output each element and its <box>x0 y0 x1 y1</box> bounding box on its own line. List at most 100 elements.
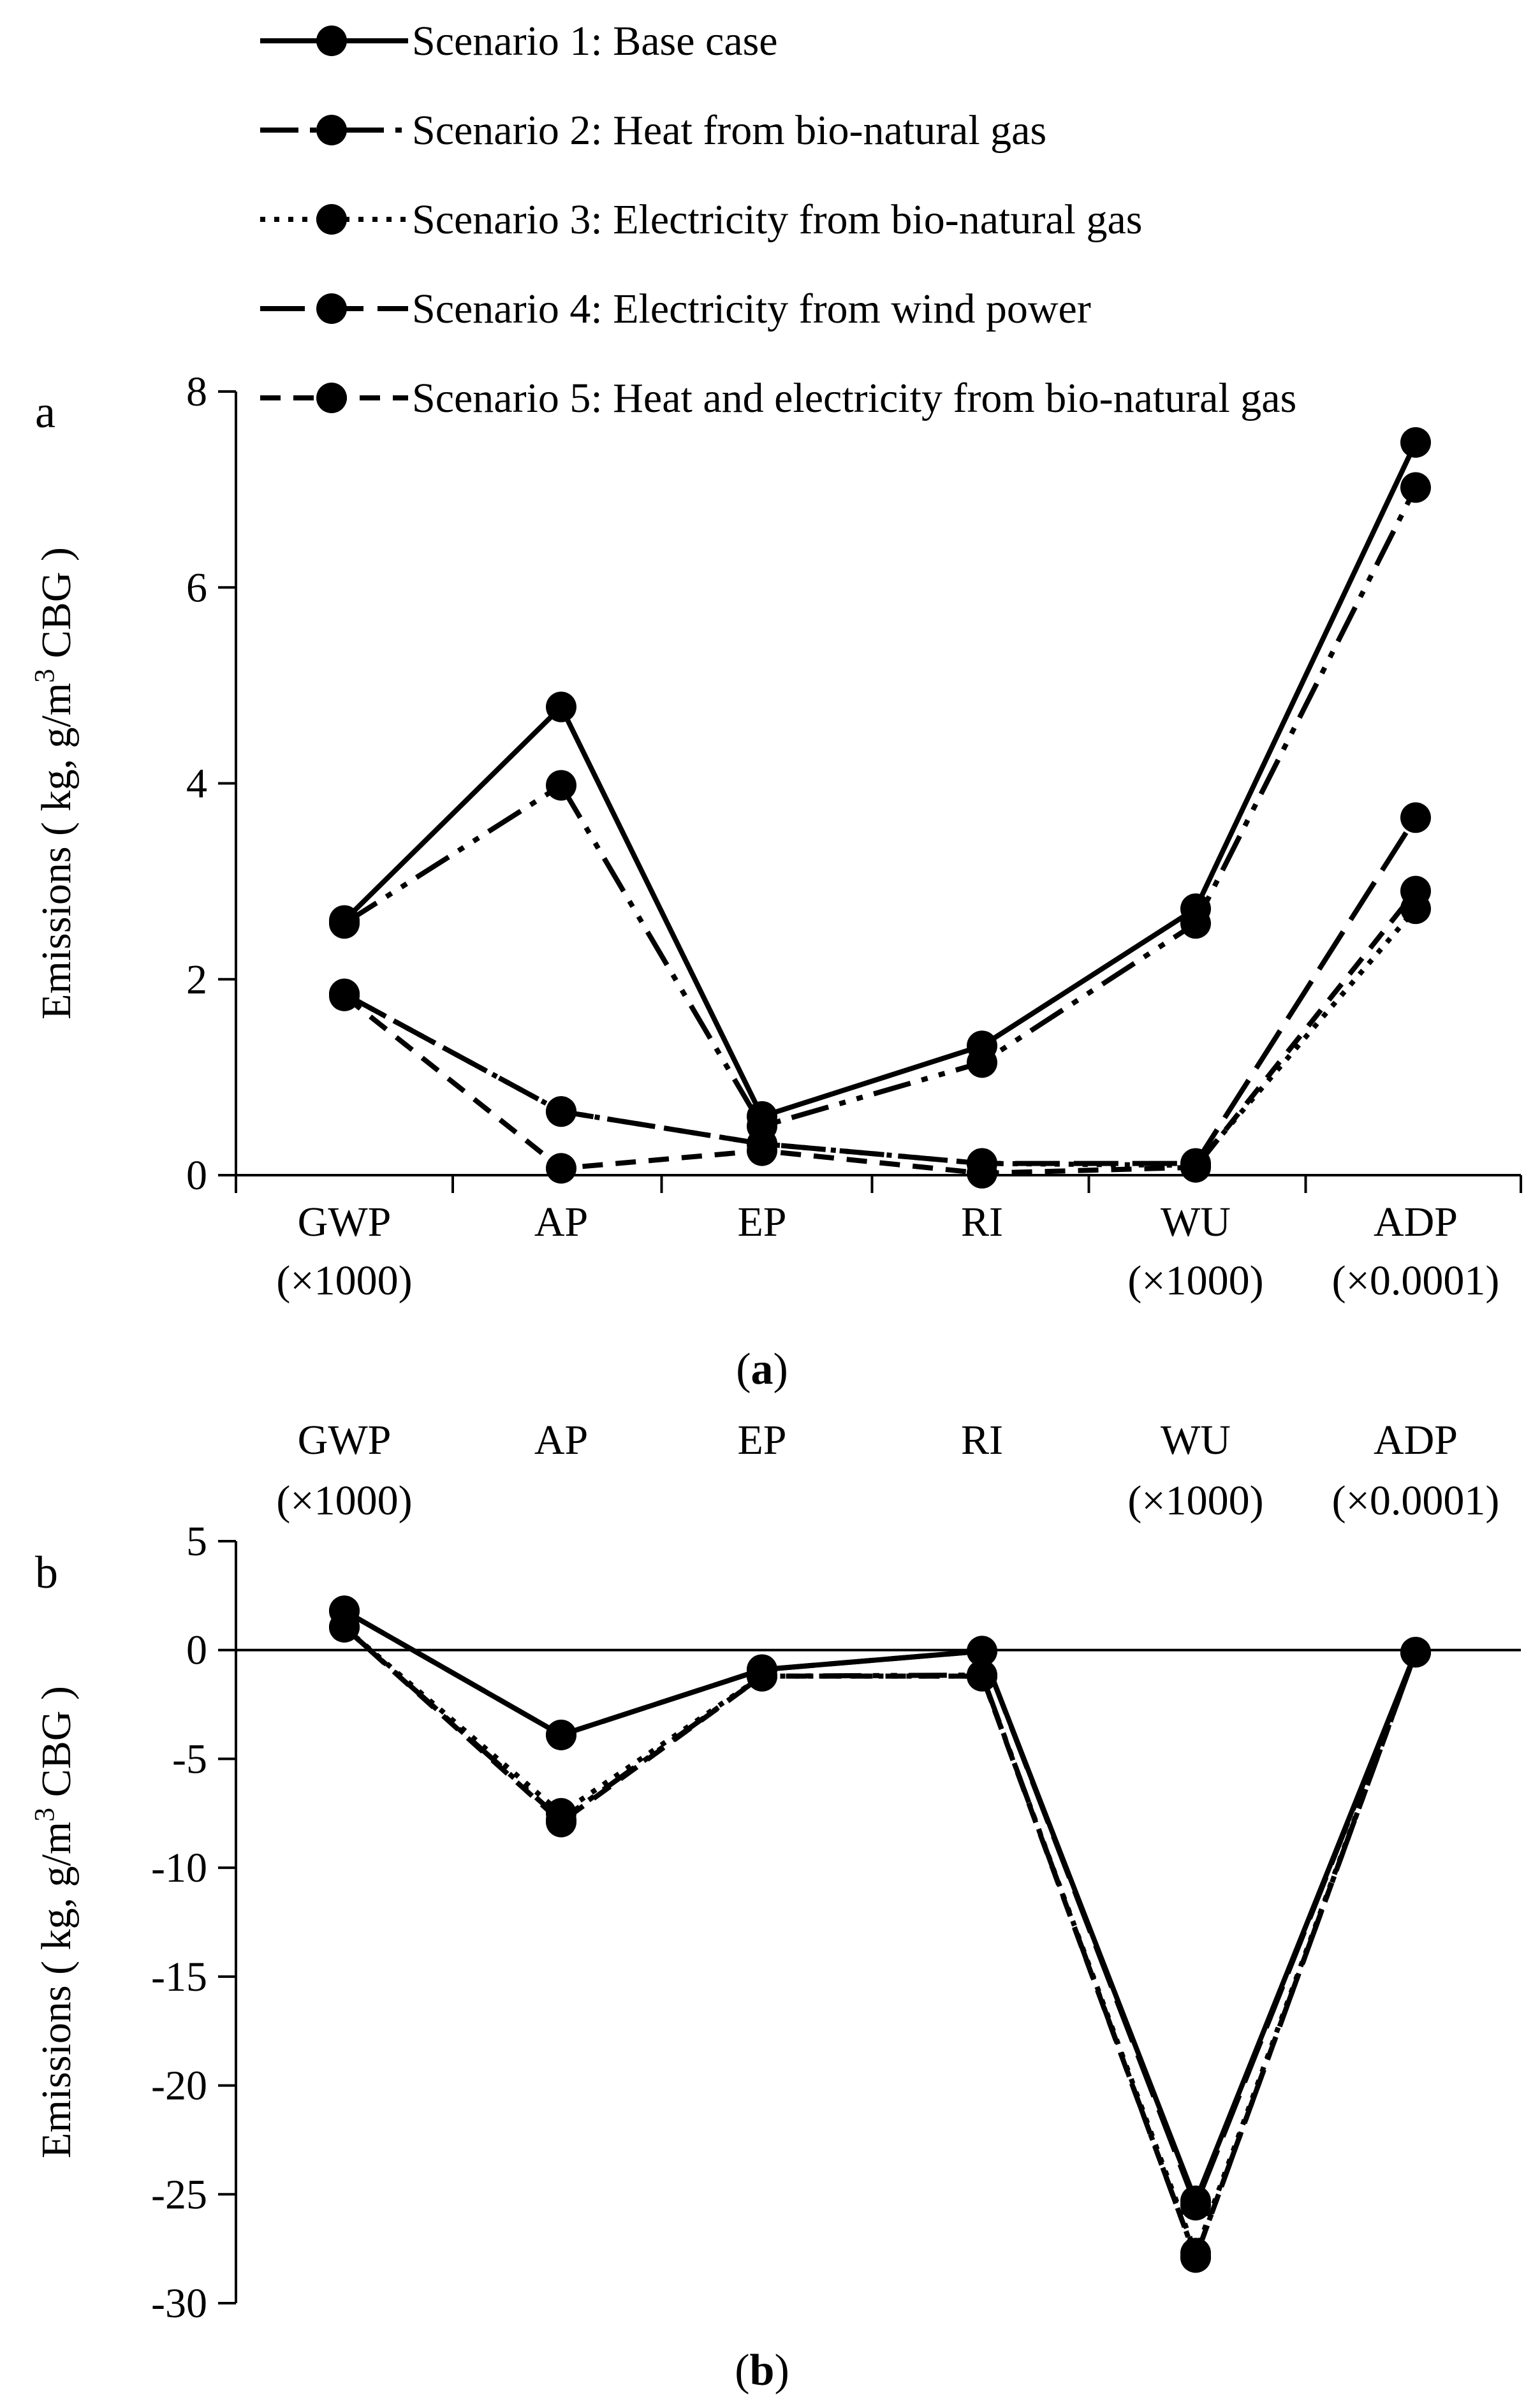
data-series <box>329 472 1431 1142</box>
data-point <box>329 980 360 1011</box>
category-scale-label: (×1000) <box>276 1477 412 1524</box>
data-series <box>329 1595 1431 2221</box>
data-point <box>1400 875 1431 907</box>
y-tick-label: 2 <box>186 956 207 1003</box>
data-point <box>546 1096 576 1127</box>
chart-panel-a: a 0 2 4 6 8 GWP (×1000) AP EP RI WU (×1000) ADP (×0.00… <box>29 369 1522 1394</box>
series-line <box>343 1608 1418 2208</box>
data-point <box>546 1719 576 1750</box>
legend-label: Scenario 3: Electricity from bio-natural… <box>412 196 1142 243</box>
panel-caption: (a) <box>736 1345 788 1394</box>
y-axis-label-superscript: 3 <box>29 1808 60 1822</box>
y-axis-label-main: Emissions ( kg, g/m <box>33 683 80 1020</box>
category-scale-label: (×1000) <box>276 1257 412 1304</box>
panel-caption: (b) <box>735 2346 789 2395</box>
data-series <box>329 1595 1431 2216</box>
category-label: EP <box>737 1417 786 1463</box>
data-point <box>546 1806 576 1838</box>
legend-label: Scenario 5: Heat and electricity from bi… <box>412 375 1296 421</box>
caption-open: ( <box>736 1345 751 1394</box>
series-line <box>342 441 1418 1119</box>
data-point <box>1400 1637 1431 1668</box>
data-series <box>329 1611 1431 2273</box>
data-point <box>1400 427 1431 458</box>
data-series <box>329 875 1431 1189</box>
data-point <box>747 1135 777 1166</box>
legend-item: Scenario 4: Electricity from wind power <box>260 286 1091 332</box>
category-label: RI <box>961 1417 1003 1463</box>
series-line <box>342 1625 1418 2260</box>
series-line <box>342 486 1418 1129</box>
category-label: EP <box>737 1199 786 1245</box>
legend-marker <box>316 26 347 56</box>
legend-marker <box>316 204 347 235</box>
y-tick-label: -10 <box>151 1845 207 1891</box>
caption-close: ) <box>774 2346 789 2395</box>
data-series <box>329 802 1431 1179</box>
category-label: GWP <box>298 1417 392 1463</box>
y-tick-label: 0 <box>186 1152 207 1199</box>
data-point <box>1400 472 1431 503</box>
category-label: GWP <box>298 1199 392 1245</box>
y-tick-label: -25 <box>151 2171 207 2218</box>
panel-letter: a <box>35 386 55 437</box>
y-tick-label: -20 <box>151 2063 207 2109</box>
caption-open: ( <box>735 2346 749 2395</box>
legend-marker <box>316 383 347 413</box>
category-scale-label: (×0.0001) <box>1332 1477 1500 1524</box>
category-label: ADP <box>1374 1417 1458 1463</box>
y-tick-label: 4 <box>186 761 207 807</box>
series-line <box>343 816 1418 1166</box>
data-point <box>967 1047 997 1078</box>
category-label: AP <box>534 1199 588 1245</box>
y-axis-label: Emissions ( kg, g/m3 CBG ) <box>29 1686 80 2158</box>
y-axis-label-main: Emissions ( kg, g/m <box>33 1822 80 2158</box>
category-label: RI <box>961 1199 1003 1245</box>
data-point <box>546 691 576 722</box>
legend-item: Scenario 5: Heat and electricity from bi… <box>260 375 1296 421</box>
data-point <box>967 1157 997 1189</box>
data-point <box>546 770 576 801</box>
caption-letter: a <box>751 1345 774 1394</box>
category-scale-label: (×0.0001) <box>1332 1257 1500 1304</box>
legend-marker <box>316 115 347 145</box>
legend: Scenario 1: Base case Scenario 2: Heat fr… <box>260 18 1296 421</box>
legend-marker <box>316 293 347 324</box>
data-series <box>329 1611 1431 2273</box>
caption-close: ) <box>774 1345 788 1394</box>
y-axis-label: Emissions ( kg, g/m3 CBG ) <box>29 547 80 1020</box>
category-label: AP <box>534 1417 588 1463</box>
y-axis-label-tail: CBG ) <box>33 1686 80 1808</box>
category-label: ADP <box>1374 1199 1458 1245</box>
category-scale-label: (×1000) <box>1127 1477 1263 1524</box>
y-tick-label: -5 <box>172 1736 207 1782</box>
legend-item: Scenario 2: Heat from bio-natural gas <box>260 107 1046 154</box>
data-series <box>329 893 1431 1181</box>
series-line <box>343 1608 1418 2204</box>
data-series <box>329 1611 1431 2269</box>
data-point <box>747 1660 777 1692</box>
data-point <box>967 1636 997 1667</box>
y-axis-label-tail: CBG ) <box>33 547 80 669</box>
category-scale-label: (×1000) <box>1127 1257 1263 1304</box>
category-label: WU <box>1161 1417 1231 1463</box>
category-label: WU <box>1161 1199 1231 1245</box>
chart-panel-b: b -30 -25 -20 -15 -10 -5 0 5 GWP (×1000) AP EP RI WU (×… <box>29 1417 1521 2395</box>
legend-label: Scenario 1: Base case <box>412 18 778 64</box>
data-point <box>546 1153 576 1184</box>
data-point <box>1400 802 1431 833</box>
series-line <box>342 1625 1418 2256</box>
legend-label: Scenario 4: Electricity from wind power <box>412 286 1091 332</box>
caption-letter: b <box>750 2346 775 2395</box>
series-line <box>342 1625 1418 2260</box>
legend-item: Scenario 3: Electricity from bio-natural… <box>260 196 1142 243</box>
y-tick-label: -30 <box>151 2280 207 2327</box>
panel-letter: b <box>35 1547 58 1598</box>
data-point <box>967 1660 997 1692</box>
legend-label: Scenario 2: Heat from bio-natural gas <box>412 107 1046 154</box>
series-line <box>342 889 1418 1176</box>
data-point <box>329 1611 360 1643</box>
y-tick-label: -15 <box>151 1954 207 2000</box>
y-axis-label-superscript: 3 <box>29 669 60 683</box>
